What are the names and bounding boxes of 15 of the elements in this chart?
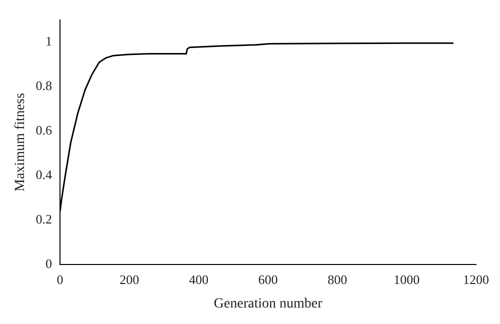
y-tick-label: 0.4 [36, 167, 53, 182]
x-tick-label: 400 [188, 272, 208, 287]
x-axis-title: Generation number [214, 296, 323, 312]
y-tick-label: 0.8 [36, 78, 52, 94]
x-tick-label: 1200 [463, 272, 489, 287]
y-tick-label: 0.2 [36, 212, 52, 227]
x-tick-label: 600 [258, 272, 278, 287]
x-tick-label: 200 [120, 272, 140, 287]
y-tick-label: 1 [46, 34, 52, 49]
y-tick-label: 0 [46, 256, 52, 272]
y-axis-title: Maximum fitness [13, 93, 28, 192]
x-tick-label: 800 [328, 272, 348, 287]
x-tick-label: 1000 [394, 272, 420, 287]
x-tick-label: 0 [56, 272, 64, 287]
y-tick-label: 0.6 [36, 122, 53, 138]
